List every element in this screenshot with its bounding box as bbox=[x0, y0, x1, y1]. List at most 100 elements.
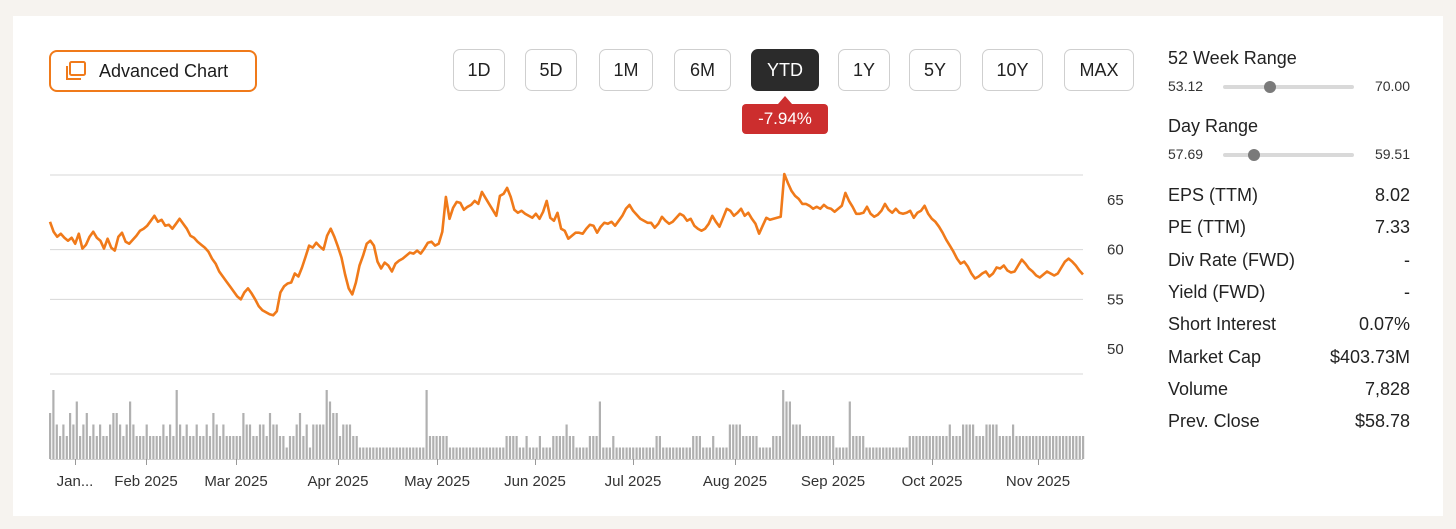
volume-bar bbox=[265, 436, 268, 459]
y-tick-label: 55 bbox=[1107, 291, 1124, 308]
stat-row-pe: PE (TTM) 7.33 bbox=[1168, 211, 1410, 243]
volume-bar bbox=[648, 447, 651, 459]
quote-card bbox=[13, 16, 1443, 516]
volume-bar bbox=[125, 424, 128, 459]
volume-bar bbox=[645, 447, 648, 459]
volume-bar bbox=[668, 447, 671, 459]
volume-bar bbox=[672, 447, 675, 459]
volume-bar bbox=[625, 447, 628, 459]
volume-bar bbox=[678, 447, 681, 459]
volume-bar bbox=[828, 436, 831, 459]
volume-bar bbox=[662, 447, 665, 459]
volume-bar bbox=[962, 424, 965, 459]
volume-bar bbox=[775, 436, 778, 459]
volume-bar bbox=[1012, 424, 1015, 459]
volume-bar bbox=[322, 424, 325, 459]
volume-bar bbox=[985, 424, 988, 459]
volume-bar bbox=[515, 436, 518, 459]
volume-bar bbox=[185, 424, 188, 459]
volume-bar bbox=[129, 401, 132, 459]
x-tick-label: Jan... bbox=[57, 473, 94, 490]
volume-bar bbox=[352, 436, 355, 459]
volume-bar bbox=[248, 424, 252, 459]
volume-bar bbox=[655, 436, 658, 459]
volume-bar bbox=[1038, 436, 1041, 459]
volume-bar bbox=[232, 436, 235, 459]
volume-bar bbox=[428, 436, 432, 459]
volume-bar bbox=[315, 424, 318, 459]
range-max-button[interactable]: MAX bbox=[1064, 49, 1134, 91]
volume-bar bbox=[238, 436, 242, 459]
volume-bar bbox=[418, 447, 422, 459]
volume-bar bbox=[318, 424, 322, 459]
stat-label: Yield (FWD) bbox=[1168, 281, 1266, 302]
volume-bar bbox=[948, 424, 951, 459]
range-6m-button[interactable]: 6M bbox=[674, 49, 731, 91]
volume-bar bbox=[708, 447, 711, 459]
volume-bar bbox=[732, 424, 735, 459]
volume-bar bbox=[455, 447, 458, 459]
volume-bar bbox=[182, 436, 185, 459]
volume-bar bbox=[808, 436, 811, 459]
volume-bar bbox=[588, 436, 591, 459]
volume-bar bbox=[498, 447, 502, 459]
volume-bar bbox=[542, 447, 545, 459]
volume-bar bbox=[69, 413, 72, 459]
volume-bar bbox=[558, 436, 561, 459]
volume-bar bbox=[902, 447, 905, 459]
volume-bar bbox=[735, 424, 738, 459]
volume-bar bbox=[795, 424, 798, 459]
volume-bar bbox=[848, 401, 851, 459]
chart-window-icon bbox=[65, 61, 87, 81]
volume-bar bbox=[438, 436, 442, 459]
volume-bar bbox=[865, 447, 868, 459]
volume-bar bbox=[878, 447, 881, 459]
range-5d-button[interactable]: 5D bbox=[525, 49, 577, 91]
range-1d-button[interactable]: 1D bbox=[453, 49, 505, 91]
volume-bar bbox=[722, 447, 725, 459]
advanced-chart-button[interactable]: Advanced Chart bbox=[49, 50, 257, 92]
volume-bar bbox=[119, 424, 122, 459]
volume-bar bbox=[382, 447, 385, 459]
range-10y-button[interactable]: 10Y bbox=[982, 49, 1043, 91]
volume-bar bbox=[685, 447, 688, 459]
stat-label: Prev. Close bbox=[1168, 410, 1260, 431]
week52-range: 52 Week Range 53.12 70.00 bbox=[1168, 48, 1410, 94]
volume-bar bbox=[82, 424, 85, 459]
x-tick-label: Sep 2025 bbox=[801, 473, 865, 490]
day-range-label: Day Range bbox=[1168, 116, 1259, 136]
volume-bar bbox=[305, 424, 308, 459]
stat-label: Volume bbox=[1168, 378, 1229, 399]
volume-bar bbox=[585, 447, 588, 459]
volume-bar bbox=[49, 413, 52, 459]
volume-bar bbox=[468, 447, 472, 459]
volume-bar bbox=[535, 447, 538, 459]
volume-bar bbox=[145, 424, 148, 459]
stat-row-volume: Volume 7,828 bbox=[1168, 373, 1410, 405]
volume-bar bbox=[932, 436, 935, 459]
stat-value: - bbox=[1404, 281, 1410, 302]
volume-bar bbox=[432, 436, 435, 459]
volume-bar bbox=[205, 424, 208, 459]
range-5y-button[interactable]: 5Y bbox=[909, 49, 961, 91]
volume-bar bbox=[1072, 436, 1075, 459]
volume-bar bbox=[482, 447, 485, 459]
volume-bar bbox=[175, 390, 178, 459]
volume-bar bbox=[582, 447, 585, 459]
stat-row-prev-close: Prev. Close $58.78 bbox=[1168, 405, 1410, 437]
range-ytd-button[interactable]: YTD bbox=[751, 49, 819, 91]
volume-bar bbox=[242, 413, 245, 459]
range-1m-button[interactable]: 1M bbox=[599, 49, 653, 91]
volume-bar bbox=[528, 447, 531, 459]
volume-bar bbox=[995, 424, 998, 459]
y-tick-label: 60 bbox=[1107, 242, 1124, 259]
volume-bar bbox=[302, 436, 305, 459]
volume-bar bbox=[55, 424, 58, 459]
volume-bar bbox=[832, 436, 835, 459]
range-1y-button[interactable]: 1Y bbox=[838, 49, 890, 91]
volume-bar bbox=[398, 447, 402, 459]
volume-bar bbox=[159, 436, 162, 459]
volume-bar bbox=[825, 436, 828, 459]
volume-bar bbox=[782, 390, 785, 459]
volume-bar bbox=[475, 447, 478, 459]
